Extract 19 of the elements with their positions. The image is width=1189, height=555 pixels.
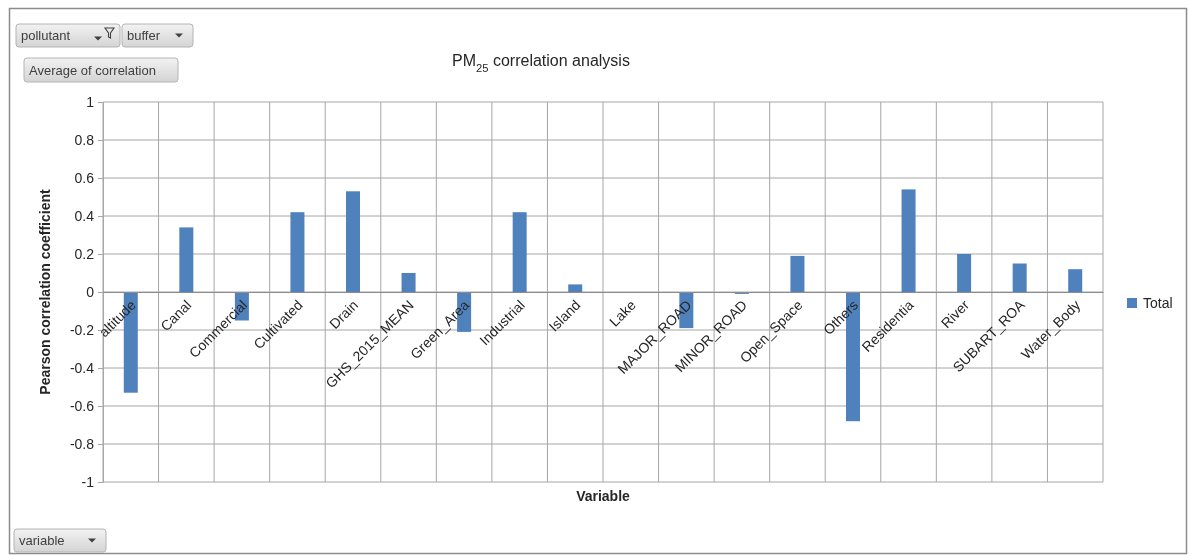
- y-tick-label: 0.8: [74, 131, 95, 148]
- chart-title: PM$_{25}$ correlation analysis: [452, 52, 630, 74]
- text: buffer: [127, 28, 161, 43]
- text: pollutant: [21, 28, 71, 43]
- y-tick-label: -0.2: [69, 321, 95, 338]
- text: variable: [19, 533, 65, 548]
- y-tick-label: -1: [81, 473, 95, 490]
- y-tick-label: -0.4: [69, 359, 95, 376]
- y-tick-label: 0.6: [74, 169, 95, 186]
- y-tick-label: -0.6: [69, 397, 95, 414]
- legend-label: Total: [1143, 295, 1173, 311]
- y-tick-label: -0.8: [69, 435, 95, 452]
- y-axis-title: Pearson correlation coefficient: [37, 188, 53, 395]
- x-axis-title: Variable: [576, 488, 631, 504]
- y-tick-label: 0.2: [74, 245, 95, 262]
- y-tick-label: 0: [86, 283, 95, 300]
- text: Average of correlation: [29, 62, 156, 78]
- y-tick-label: 0.4: [74, 207, 95, 224]
- y-tick-label: 1: [86, 93, 95, 110]
